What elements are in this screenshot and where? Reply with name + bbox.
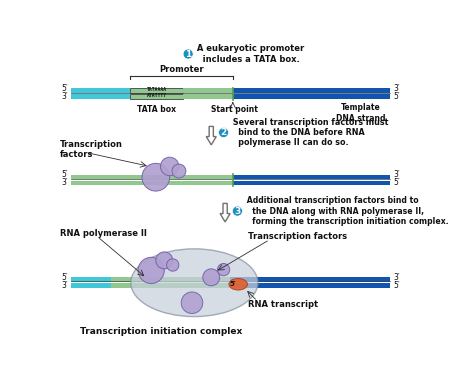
Circle shape (156, 252, 173, 269)
Text: 3′: 3′ (393, 84, 400, 93)
Text: RNA polymerase II: RNA polymerase II (60, 229, 147, 238)
Circle shape (219, 127, 229, 137)
Bar (183, 95, 233, 99)
Bar (71, 181, 233, 185)
Text: 3′: 3′ (62, 281, 68, 290)
Text: Transcription initiation complex: Transcription initiation complex (80, 327, 242, 336)
Text: ATATТTT: ATATТTT (146, 93, 167, 98)
Text: Promoter: Promoter (159, 65, 204, 74)
Bar (130, 88, 183, 93)
Text: 5′: 5′ (62, 170, 68, 179)
Text: Additional transcription factors bind to
   the DNA along with RNA polymerase II: Additional transcription factors bind to… (244, 196, 449, 226)
Bar (71, 88, 130, 93)
Bar (183, 88, 233, 93)
Text: Transcription
factors: Transcription factors (60, 140, 123, 159)
Text: 5′: 5′ (393, 281, 400, 290)
Ellipse shape (229, 278, 247, 290)
Bar (71, 95, 130, 99)
Text: TATA box: TATA box (137, 105, 176, 114)
Bar (233, 181, 390, 185)
Text: 5′: 5′ (393, 92, 400, 101)
Polygon shape (206, 126, 216, 145)
Circle shape (142, 163, 170, 191)
Bar (71, 277, 111, 281)
Text: A eukaryotic promoter
   includes a TATA box.: A eukaryotic promoter includes a TATA bo… (194, 44, 304, 64)
Text: 3′: 3′ (393, 170, 400, 179)
Circle shape (138, 257, 164, 283)
Circle shape (233, 206, 242, 216)
Text: Transcription factors: Transcription factors (248, 232, 348, 241)
Bar (233, 174, 390, 179)
Text: Several transcription factors must
   bind to the DNA before RNA
   polymerase I: Several transcription factors must bind … (230, 118, 388, 147)
Text: 3′: 3′ (393, 273, 400, 282)
Bar (230, 277, 390, 281)
Bar (230, 283, 390, 288)
Bar (71, 283, 111, 288)
Text: Start point: Start point (211, 105, 258, 114)
Bar (233, 95, 390, 99)
Text: 5′: 5′ (62, 84, 68, 93)
Text: RNA transcript: RNA transcript (248, 300, 318, 309)
Bar (71, 174, 233, 179)
Text: 5′: 5′ (62, 273, 68, 282)
Bar (111, 277, 230, 281)
Text: 3′: 3′ (62, 92, 68, 101)
Bar (130, 95, 183, 99)
Text: 1: 1 (185, 49, 191, 59)
Text: TATAAAA: TATAAAA (146, 87, 167, 92)
Ellipse shape (131, 249, 258, 317)
Text: 5′: 5′ (393, 178, 400, 187)
Polygon shape (220, 203, 230, 222)
Circle shape (183, 49, 193, 59)
Circle shape (217, 264, 230, 276)
Text: 5′: 5′ (229, 281, 236, 287)
Text: 3′: 3′ (62, 178, 68, 187)
Circle shape (167, 259, 179, 271)
Text: Template
DNA strand: Template DNA strand (336, 103, 385, 123)
Text: 2: 2 (220, 128, 227, 137)
Circle shape (160, 157, 179, 176)
Bar (111, 283, 230, 288)
Circle shape (203, 269, 220, 286)
Bar (233, 88, 390, 93)
Text: 3: 3 (234, 207, 241, 216)
Circle shape (172, 164, 186, 178)
Circle shape (181, 292, 203, 313)
